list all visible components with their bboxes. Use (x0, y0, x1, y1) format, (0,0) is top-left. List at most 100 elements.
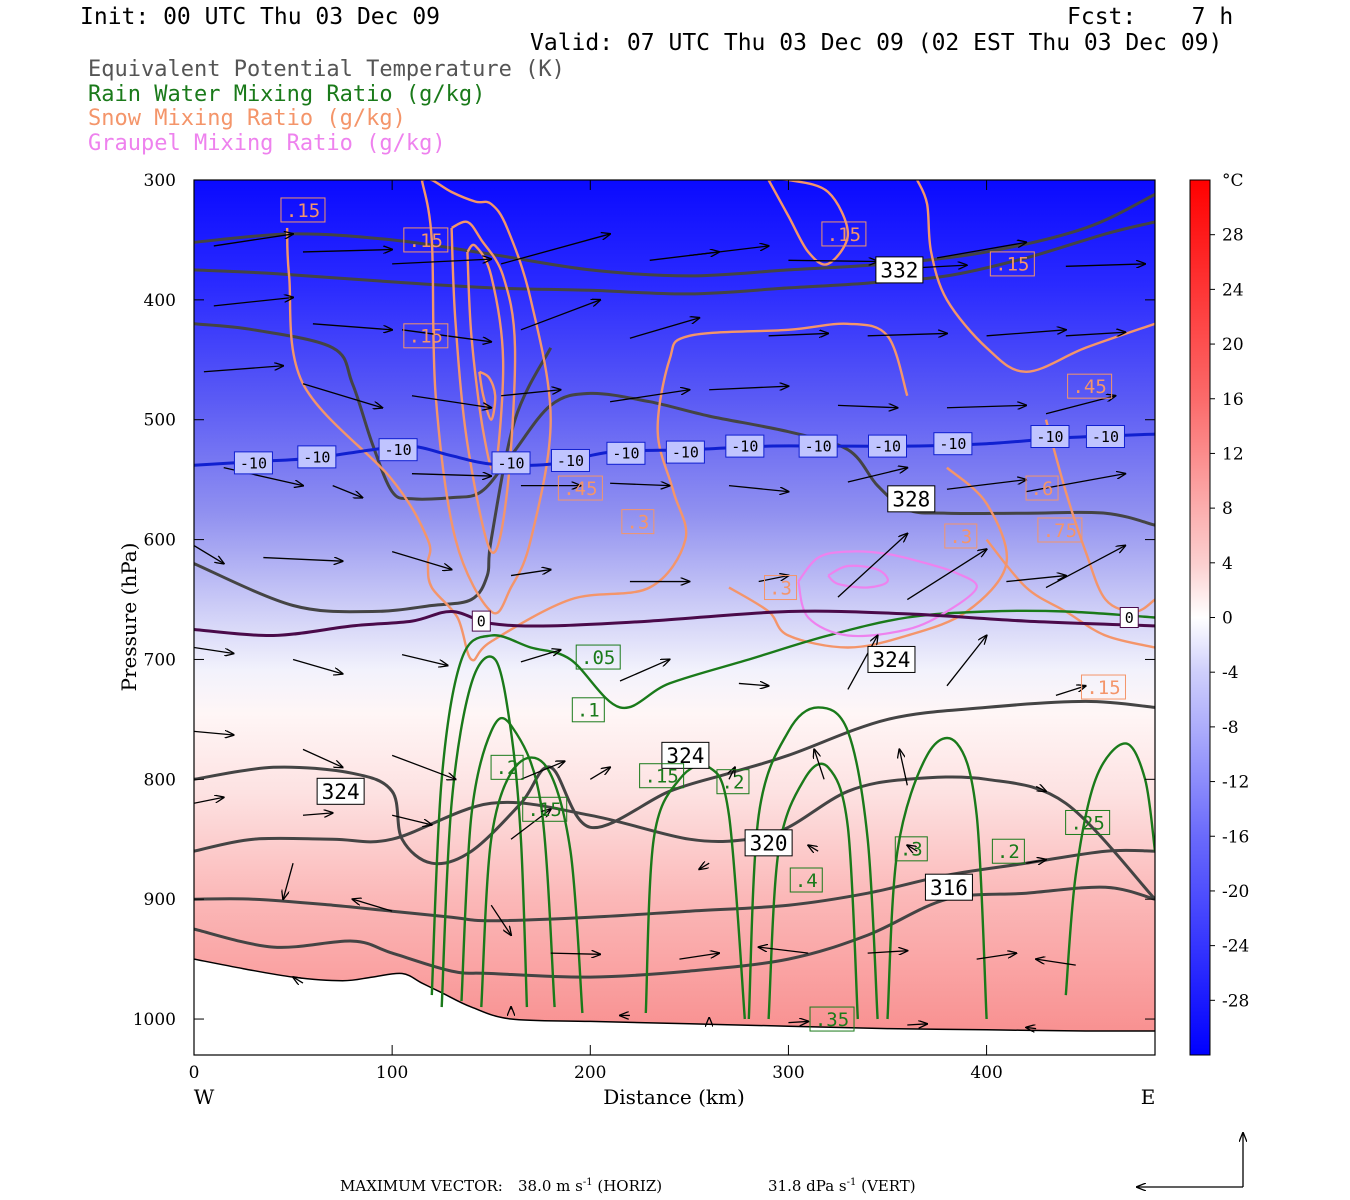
wind-vector (837, 405, 897, 407)
snow-label: .45 (1072, 376, 1106, 398)
west-label: W (194, 1085, 215, 1109)
wind-vector (1026, 474, 1125, 493)
x-tick-label: 100 (376, 1063, 408, 1083)
wind-vector (401, 654, 448, 666)
rain-label-box (894, 836, 928, 862)
isotherm-minus10-label-box (868, 434, 908, 458)
rain-label-box (639, 763, 685, 789)
snow-label: .15 (409, 326, 443, 348)
snow-label-box (944, 523, 978, 549)
wind-vector (490, 904, 511, 935)
rain-label-box (809, 1006, 855, 1032)
isotherm-minus10-label-box (1030, 425, 1070, 449)
rain-label: .1 (577, 700, 600, 722)
x-tick-label: 300 (772, 1063, 804, 1083)
theta-e-label: 316 (930, 876, 968, 900)
plot-background (194, 180, 1155, 1055)
graupel-contour (797, 550, 978, 638)
colorbar-label: -24 (1222, 937, 1249, 957)
x-tick-label: 400 (970, 1063, 1002, 1083)
rain-label-box (716, 769, 750, 795)
wind-vector (293, 977, 304, 983)
wind-vector (1045, 396, 1115, 415)
rain-contour (480, 756, 584, 1014)
y-axis-title: Pressure (hPa) (117, 543, 141, 692)
wind-vector (1026, 860, 1046, 864)
wind-vector (194, 797, 224, 804)
wind-vector (1065, 332, 1125, 336)
snow-contour (478, 370, 497, 421)
colorbar-label: -28 (1222, 991, 1249, 1011)
wind-vector (788, 260, 877, 261)
rain-contour (430, 609, 1155, 996)
colorbar-label: 12 (1222, 444, 1244, 464)
theta-e-contour (194, 775, 1155, 901)
theta-e-label: 324 (872, 648, 910, 672)
wind-vector (283, 863, 294, 899)
snow-label-box (989, 251, 1035, 277)
y-tick-label: 800 (144, 770, 176, 790)
wind-vector (808, 845, 819, 851)
init-time: Init: 00 UTC Thu 03 Dec 09 (80, 4, 441, 30)
y-tick-label: 600 (144, 531, 176, 551)
wind-vector (814, 749, 825, 780)
isotherm-minus10-label: -10 (557, 452, 584, 470)
wind-vector (1035, 787, 1046, 792)
rain-label: .4 (795, 870, 818, 892)
wind-vector (788, 1021, 808, 1022)
isotherm-minus10-label-box (665, 440, 705, 464)
wind-vector (213, 234, 293, 247)
snow-label: .15 (409, 230, 443, 252)
wind-vector (679, 953, 719, 960)
rain-label: .2 (722, 772, 745, 794)
rain-contour (767, 762, 859, 1020)
colorbar-label: -12 (1222, 773, 1249, 793)
forecast-hour: Fcst: 7 h (1067, 4, 1234, 30)
wind-vector (194, 646, 234, 653)
wind-vector (520, 761, 565, 780)
wind-vector (946, 635, 987, 687)
colorbar-label: 24 (1222, 280, 1244, 300)
wind-vector (847, 468, 907, 483)
wind-vector (689, 246, 768, 257)
theta-e-label-box (924, 873, 973, 901)
snow-label-box (1037, 517, 1083, 543)
rain-label-box (789, 867, 823, 893)
theta-e-contour (194, 193, 1155, 278)
theta-e-label-box (875, 256, 924, 284)
snow-label: .3 (769, 577, 792, 599)
wind-vector (194, 731, 234, 735)
wind-vector (401, 329, 491, 342)
snow-contour (728, 466, 1009, 649)
wind-vector (550, 953, 601, 954)
wind-vector (520, 300, 600, 331)
wind-vector (837, 534, 907, 598)
rain-label: .35 (815, 1009, 849, 1031)
isotherm-minus10-label: -10 (240, 454, 267, 472)
theta-e-label-box (316, 777, 365, 805)
snow-label: .6 (1031, 478, 1054, 500)
y-tick-label: 400 (144, 291, 176, 311)
wind-vector (302, 813, 333, 815)
wind-vector (758, 576, 789, 583)
snow-label: .3 (626, 511, 649, 533)
wind-vector (867, 333, 947, 335)
theta-e-label-box (744, 829, 793, 857)
wind-vector (629, 318, 699, 339)
wind-vector (391, 814, 432, 825)
snow-label-box (764, 575, 798, 601)
snow-label: .15 (286, 200, 320, 222)
wind-vector (610, 390, 689, 403)
wind-vector (986, 330, 1066, 337)
wind-vector (194, 545, 224, 564)
rain-label: .2 (496, 757, 519, 779)
graupel-contour (827, 564, 889, 589)
snow-label-box (1067, 373, 1113, 399)
y-tick-label: 300 (144, 171, 176, 191)
rain-contour (886, 736, 988, 1020)
isotherm-minus10-label: -10 (303, 448, 330, 466)
isotherm-zero-label: 0 (477, 612, 486, 630)
theta-e-contour (194, 848, 1155, 923)
snow-contour (916, 180, 1155, 373)
